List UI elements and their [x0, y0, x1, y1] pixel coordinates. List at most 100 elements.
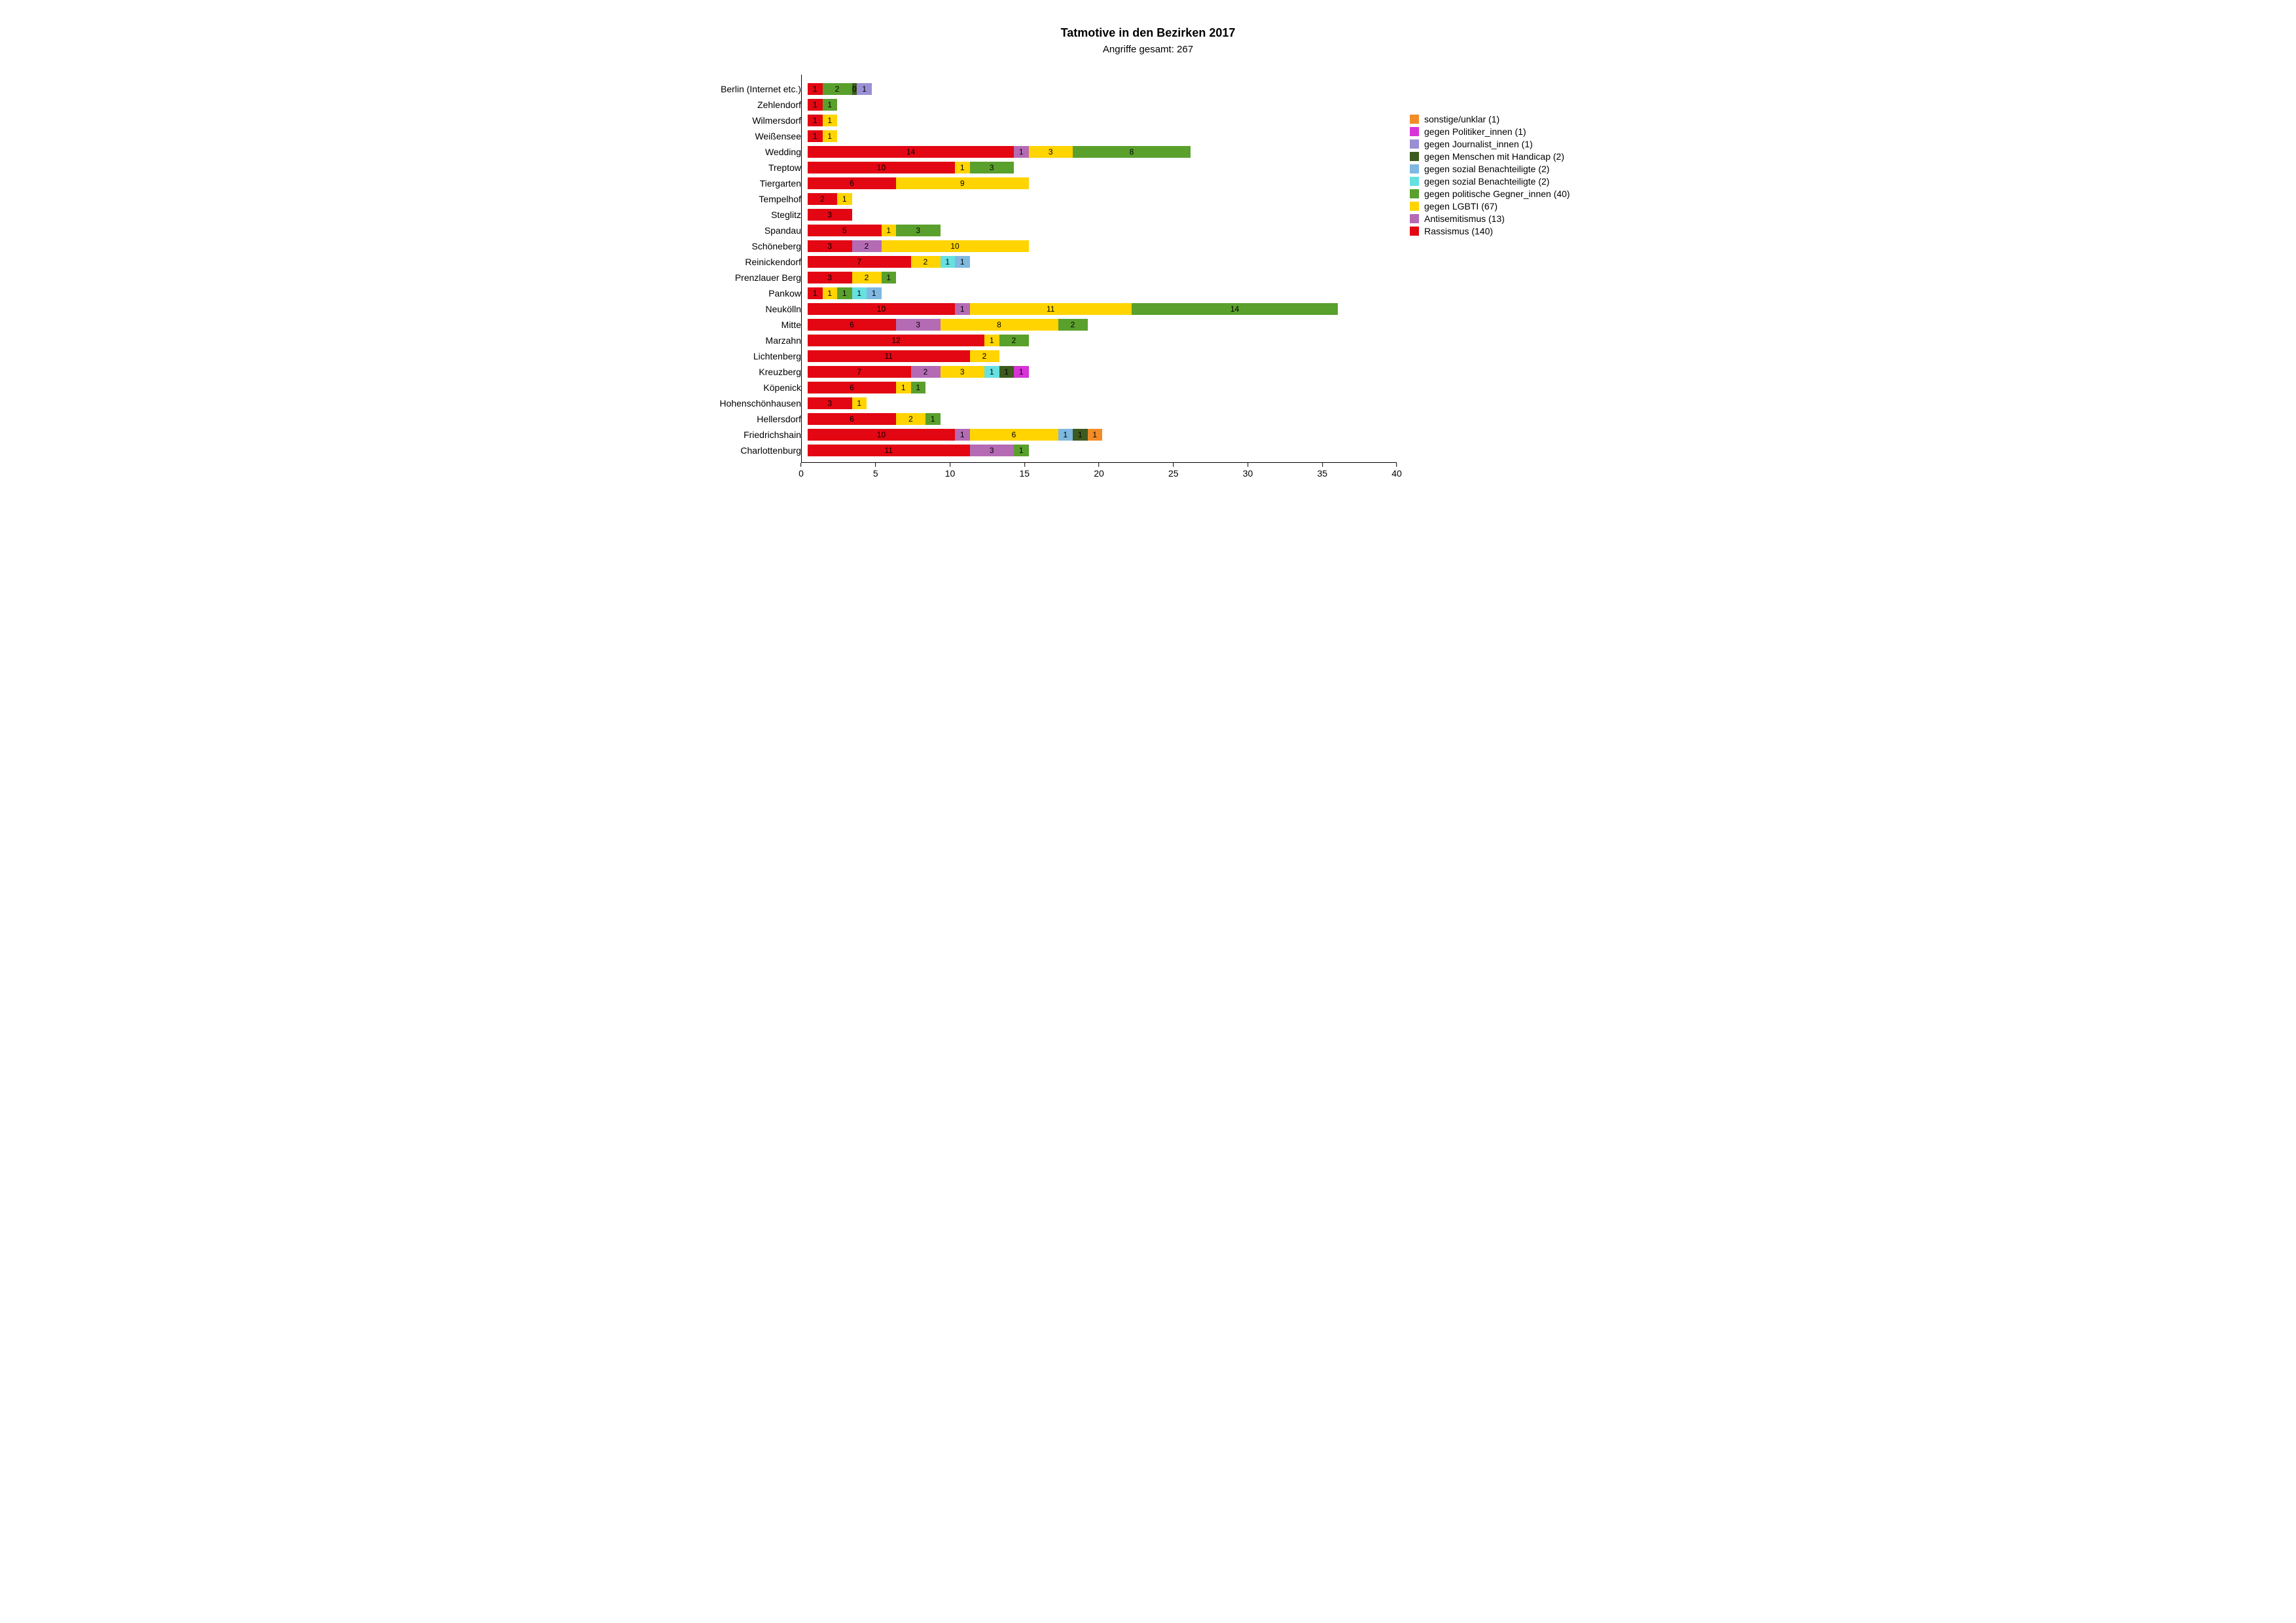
category-label: Spandau	[690, 225, 808, 236]
chart-container: Tatmotive in den Bezirken 2017 Angriffe …	[690, 26, 1606, 482]
bar-track: 513	[808, 225, 1397, 236]
bar-track: 69	[808, 177, 1397, 189]
bar-segment: 1	[1014, 146, 1029, 158]
bar-segment: 3	[941, 366, 985, 378]
bar-segment: 6	[808, 177, 896, 189]
category-label: Schöneberg	[690, 241, 808, 251]
category-label: Köpenick	[690, 382, 808, 393]
bar-segment: 1	[1073, 429, 1088, 441]
bar-segment: 10	[808, 429, 955, 441]
legend-label: gegen Journalist_innen (1)	[1424, 139, 1533, 149]
bar-segment: 14	[1132, 303, 1338, 315]
bar-track: 21	[808, 193, 1397, 205]
bar-row: Weißensee11	[690, 128, 1397, 144]
bar-segment: 0	[852, 83, 857, 95]
plot-area: Berlin (Internet etc.)1201Zehlendorf11Wi…	[690, 75, 1397, 482]
bar-row: Wedding14138	[690, 144, 1397, 160]
bar-segment: 3	[808, 272, 852, 283]
bar-segment: 8	[1073, 146, 1191, 158]
bar-segment: 1	[999, 366, 1014, 378]
bar-row: Friedrichshain1016111	[690, 427, 1397, 443]
category-label: Wedding	[690, 147, 808, 157]
bar-segment: 1	[955, 429, 970, 441]
bar-segment: 3	[896, 225, 941, 236]
legend-item: gegen sozial Benachteiligte (2)	[1410, 164, 1606, 174]
bar-segment: 11	[970, 303, 1132, 315]
bar-segment: 12	[808, 335, 984, 346]
bar-segment: 3	[808, 209, 852, 221]
tick-label: 0	[798, 468, 804, 479]
category-label: Friedrichshain	[690, 429, 808, 440]
x-tick: 5	[873, 463, 878, 479]
tick-label: 5	[873, 468, 878, 479]
bar-segment: 1	[911, 382, 926, 393]
bar-track: 723111	[808, 366, 1397, 378]
bar-segment: 14	[808, 146, 1014, 158]
bar-row: Schöneberg3210	[690, 238, 1397, 254]
tick-label: 20	[1094, 468, 1104, 479]
category-label: Hellersdorf	[690, 414, 808, 424]
legend-item: sonstige/unklar (1)	[1410, 114, 1606, 124]
bar-row: Tiergarten69	[690, 175, 1397, 191]
x-tick: 30	[1243, 463, 1253, 479]
legend-swatch	[1410, 115, 1419, 124]
bar-track: 1011114	[808, 303, 1397, 315]
legend-item: gegen Politiker_innen (1)	[1410, 126, 1606, 137]
tick-label: 30	[1243, 468, 1253, 479]
bar-segment: 2	[823, 83, 852, 95]
tick-mark	[875, 463, 876, 467]
category-label: Pankow	[690, 288, 808, 299]
bar-row: Steglitz3	[690, 207, 1397, 223]
bar-row: Neukölln1011114	[690, 301, 1397, 317]
legend-item: gegen LGBTI (67)	[1410, 201, 1606, 211]
legend-item: gegen sozial Benachteiligte (2)	[1410, 176, 1606, 187]
tick-mark	[1322, 463, 1323, 467]
bar-track: 11	[808, 115, 1397, 126]
legend-item: gegen politische Gegner_innen (40)	[1410, 189, 1606, 199]
bar-row: Charlottenburg1131	[690, 443, 1397, 458]
bar-segment: 2	[911, 256, 941, 268]
bar-segment: 1	[955, 162, 970, 173]
bar-track: 611	[808, 382, 1397, 393]
bar-segment: 5	[808, 225, 882, 236]
legend-label: sonstige/unklar (1)	[1424, 114, 1499, 124]
legend-item: gegen Journalist_innen (1)	[1410, 139, 1606, 149]
bar-row: Prenzlauer Berg321	[690, 270, 1397, 285]
chart-body: Berlin (Internet etc.)1201Zehlendorf11Wi…	[690, 75, 1606, 482]
tick-mark	[1098, 463, 1099, 467]
category-label: Mitte	[690, 319, 808, 330]
category-label: Tiergarten	[690, 178, 808, 189]
bar-track: 112	[808, 350, 1397, 362]
bar-segment: 1	[823, 99, 838, 111]
bar-track: 3210	[808, 240, 1397, 252]
category-label: Reinickendorf	[690, 257, 808, 267]
bar-track: 1212	[808, 335, 1397, 346]
bar-track: 11111	[808, 287, 1397, 299]
legend-label: gegen LGBTI (67)	[1424, 201, 1498, 211]
bar-segment: 1	[867, 287, 882, 299]
bar-segment: 1	[941, 256, 956, 268]
x-tick: 35	[1317, 463, 1327, 479]
legend-item: Antisemitismus (13)	[1410, 213, 1606, 224]
bar-segment: 1	[925, 413, 941, 425]
legend-swatch	[1410, 127, 1419, 136]
tick-mark	[800, 463, 801, 467]
legend-label: gegen Menschen mit Handicap (2)	[1424, 151, 1564, 162]
bar-track: 1013	[808, 162, 1397, 173]
bar-row: Marzahn1212	[690, 333, 1397, 348]
bar-segment: 6	[808, 413, 896, 425]
bar-segment: 1	[823, 130, 838, 142]
bar-segment: 1	[852, 397, 867, 409]
category-label: Hohenschönhausen	[690, 398, 808, 409]
legend-swatch	[1410, 214, 1419, 223]
bar-segment: 1	[1058, 429, 1073, 441]
bar-segment: 10	[808, 303, 955, 315]
bar-segment: 1	[1088, 429, 1103, 441]
bar-row: Reinickendorf7211	[690, 254, 1397, 270]
tick-mark	[1024, 463, 1025, 467]
bar-segment: 6	[808, 319, 896, 331]
bar-segment: 7	[808, 366, 911, 378]
bar-segment: 2	[808, 193, 837, 205]
legend-label: gegen politische Gegner_innen (40)	[1424, 189, 1570, 199]
bar-segment: 1	[808, 115, 823, 126]
